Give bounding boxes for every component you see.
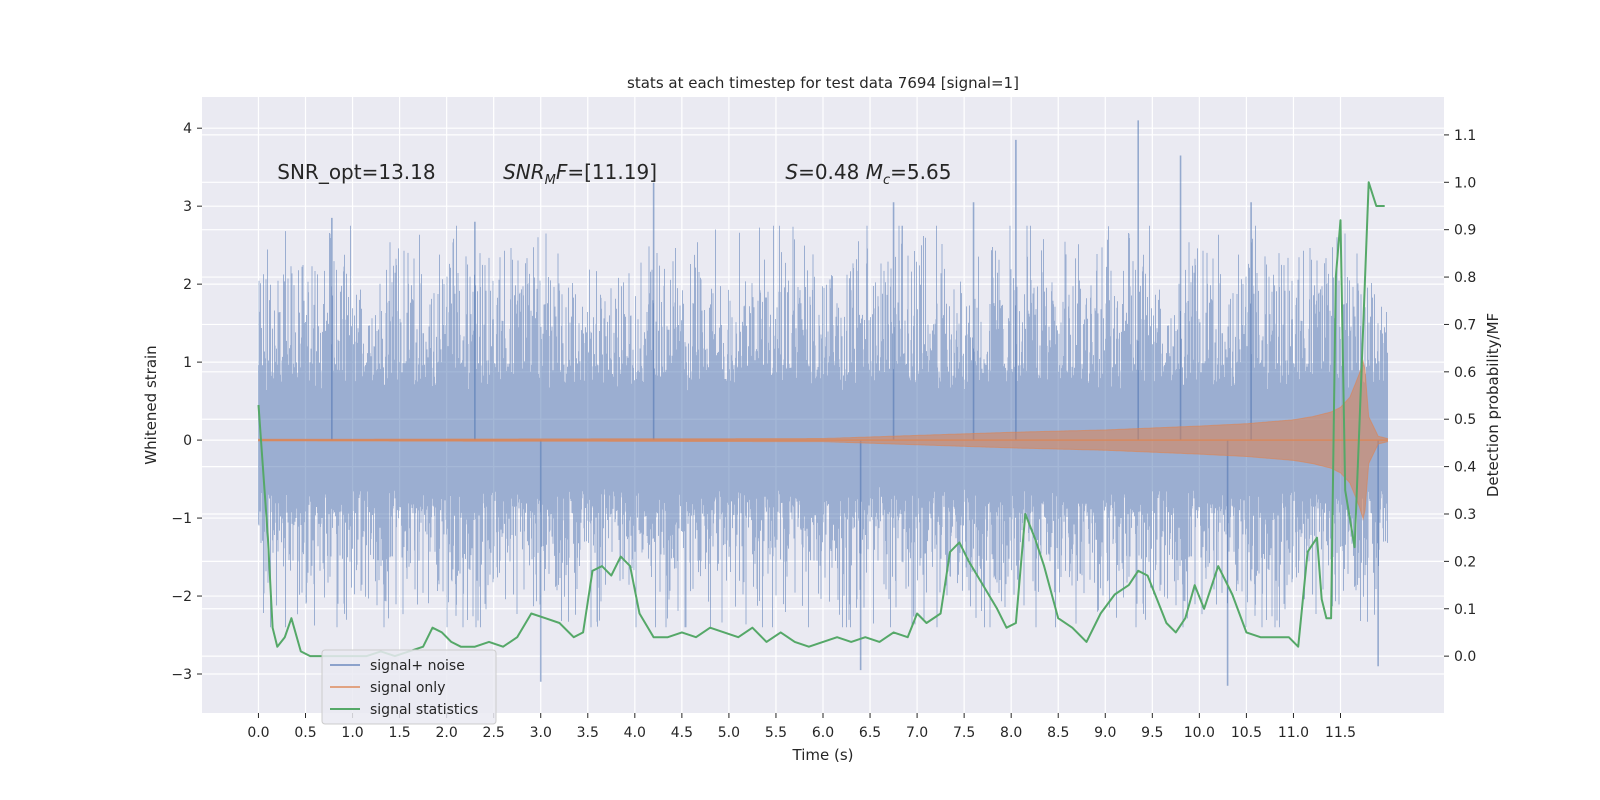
y-tick-label: −2 [171, 589, 192, 605]
annotation-snr-opt: SNR_opt=13.18 [277, 160, 435, 184]
x-tick-label: 2.0 [436, 725, 458, 741]
legend-box [321, 649, 497, 725]
y2-tick-label: 0.8 [1454, 270, 1476, 286]
x-tick-label: 0.0 [247, 725, 269, 741]
x-tick-label: 8.5 [1047, 725, 1069, 741]
legend-label: signal statistics [370, 702, 478, 718]
x-tick-label: 5.0 [718, 725, 740, 741]
y2-tick-label: 0.3 [1454, 507, 1476, 523]
y-tick-label: 1 [183, 355, 192, 371]
y2-tick-label: 1.1 [1454, 128, 1476, 144]
y2-tick-label: 0.4 [1454, 460, 1476, 476]
y2-tick-label: 0.9 [1454, 223, 1476, 239]
y2-tick-label: 0.5 [1454, 412, 1476, 428]
noise-trace [258, 225, 1388, 628]
legend-label: signal+ noise [370, 658, 465, 674]
x-tick-label: 11.0 [1278, 725, 1309, 741]
y-tick-label: 4 [183, 121, 192, 137]
y-tick-label: −3 [171, 667, 192, 683]
series-signal-only [258, 359, 1388, 521]
x-tick-label: 0.5 [294, 725, 316, 741]
x-tick-label: 2.5 [483, 725, 505, 741]
x-tick-label: 3.5 [577, 725, 599, 741]
y2-tick-label: 0.2 [1454, 554, 1476, 570]
x-tick-label: 10.0 [1184, 725, 1215, 741]
y2-tick-label: 1.0 [1454, 175, 1476, 191]
y-tick-label: 2 [183, 277, 192, 293]
y-tick-label: 0 [183, 433, 192, 449]
y-axis-label: Whitened strain [142, 345, 160, 464]
stats-line [257, 181, 1385, 658]
y-tick-label: 3 [183, 199, 192, 215]
y2-tick-label: 0.0 [1454, 649, 1476, 665]
y2-tick-label: 0.1 [1454, 602, 1476, 618]
x-tick-label: 9.5 [1141, 725, 1163, 741]
chart-title: stats at each timestep for test data 769… [627, 74, 1019, 92]
x-tick-label: 11.5 [1325, 725, 1356, 741]
series-signal-noise [258, 120, 1388, 686]
x-tick-label: 3.0 [530, 725, 552, 741]
x-tick-label: 4.0 [624, 725, 646, 741]
series-signal-statistics [257, 181, 1385, 658]
y2-tick-label: 0.7 [1454, 317, 1476, 333]
y2-axis-label: Detection probability/MF [1484, 313, 1502, 497]
x-tick-label: 5.5 [765, 725, 787, 741]
x-tick-label: 7.0 [906, 725, 928, 741]
y2-tick-label: 0.6 [1454, 365, 1476, 381]
x-tick-label: 8.0 [1000, 725, 1022, 741]
x-tick-label: 10.5 [1231, 725, 1262, 741]
x-tick-label: 4.5 [671, 725, 693, 741]
legend: signal+ noise signal only signal statistic… [321, 649, 497, 725]
y-tick-label: −1 [171, 511, 192, 527]
x-tick-label: 1.0 [341, 725, 363, 741]
x-tick-label: 6.0 [812, 725, 834, 741]
annotations: SNR_opt=13.18 SNRMF=[11.19] S=0.48 Mc=5.65 [277, 160, 951, 188]
x-tick-label: 1.5 [388, 725, 410, 741]
annotation-s-mc: S=0.48 Mc=5.65 [785, 160, 951, 188]
x-tick-label: 6.5 [859, 725, 881, 741]
legend-label: signal only [370, 680, 445, 696]
x-tick-label: 9.0 [1094, 725, 1116, 741]
axes-ticks: 0.0 0.5 1.0 1.5 2.0 2.5 3.0 3.5 4.0 4.5 5.0 5.5 6.0 6… [171, 121, 1476, 741]
x-axis-label: Time (s) [792, 746, 854, 764]
annotation-snr-mf: SNRMF=[11.19] [503, 160, 657, 188]
x-tick-label: 7.5 [953, 725, 975, 741]
